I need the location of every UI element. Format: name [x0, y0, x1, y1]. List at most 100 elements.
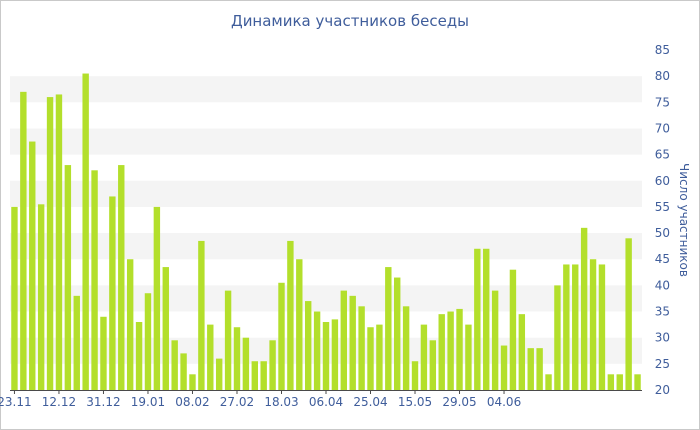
grid-band — [10, 76, 642, 103]
bar — [527, 348, 534, 390]
y-tick-label: 45 — [655, 252, 670, 266]
bar — [554, 285, 561, 390]
bar — [135, 322, 143, 390]
bar — [625, 238, 632, 390]
bar — [207, 324, 214, 390]
y-tick-label: 85 — [655, 43, 670, 57]
bar — [358, 306, 365, 390]
bar — [536, 348, 543, 390]
bar — [634, 374, 641, 390]
bar — [589, 259, 597, 390]
bar — [37, 204, 45, 390]
bar — [171, 340, 178, 390]
x-tick-label: 06.04 — [309, 395, 343, 409]
x-tick-label: 25.04 — [353, 395, 387, 409]
bar — [518, 314, 526, 390]
x-tick-label: 12.12 — [42, 395, 76, 409]
bar — [483, 248, 490, 390]
bar — [563, 264, 570, 390]
bar — [331, 319, 339, 390]
bar — [456, 308, 463, 390]
y-tick-label: 35 — [655, 305, 670, 319]
y-tick-label: 30 — [655, 331, 670, 345]
bar — [91, 170, 98, 390]
chart-title: Динамика участников беседы — [230, 12, 470, 30]
bar — [545, 374, 552, 390]
bar — [215, 358, 223, 390]
y-tick-label: 50 — [655, 226, 670, 240]
x-tick-label: 15.05 — [398, 395, 432, 409]
bar — [349, 295, 356, 390]
y-tick-label: 55 — [655, 200, 670, 214]
bar — [598, 264, 606, 390]
bar — [29, 141, 36, 390]
bar — [64, 165, 72, 390]
x-tick-label: 31.12 — [86, 395, 120, 409]
y-tick-label: 60 — [655, 174, 670, 188]
x-tick-label: 18.03 — [264, 395, 298, 409]
grid-band — [10, 128, 642, 155]
bar — [153, 206, 161, 390]
bar — [474, 248, 481, 390]
bar — [82, 73, 89, 391]
y-tick-label: 75 — [655, 95, 670, 109]
bar — [411, 361, 419, 390]
bar — [402, 306, 410, 390]
bar — [100, 316, 107, 390]
x-tick-label: 27.02 — [220, 395, 254, 409]
y-axis-ticks: 20 25 30 35 40 45 50 55 60 65 70 75 80 85 — [655, 43, 670, 397]
bar — [572, 264, 579, 390]
bar — [20, 91, 27, 390]
bar — [607, 374, 615, 390]
bar — [118, 165, 125, 390]
y-axis-label: Число участников — [677, 163, 691, 277]
bar — [500, 345, 508, 390]
y-tick-label: 65 — [655, 148, 670, 162]
bar — [251, 361, 258, 390]
bar — [189, 374, 196, 390]
bar — [438, 314, 445, 390]
bar — [385, 267, 392, 390]
grid-band — [10, 285, 642, 312]
bar — [376, 324, 383, 390]
bar — [322, 322, 330, 390]
bar — [126, 259, 134, 390]
x-tick-label: 29.05 — [442, 395, 476, 409]
bar — [304, 301, 312, 390]
y-tick-label: 40 — [655, 278, 670, 292]
y-tick-label: 20 — [655, 383, 670, 397]
bar — [198, 240, 205, 390]
bar — [509, 269, 517, 390]
x-tick-label: 19.01 — [131, 395, 165, 409]
bar — [144, 293, 152, 390]
bar — [278, 282, 285, 390]
grid-band — [10, 233, 642, 260]
bar — [367, 327, 374, 390]
bar — [11, 206, 18, 390]
bar — [616, 374, 623, 390]
bar — [447, 311, 454, 390]
y-tick-label: 80 — [655, 69, 670, 83]
bar — [260, 361, 267, 390]
bar — [162, 267, 169, 390]
x-tick-label: 23.11 — [0, 395, 32, 409]
bar — [287, 240, 294, 390]
bar — [465, 324, 472, 390]
x-tick-label: 04.06 — [487, 395, 521, 409]
x-tick-label: 08.02 — [175, 395, 209, 409]
bar — [491, 290, 499, 390]
bar — [580, 227, 588, 390]
y-tick-label: 70 — [655, 121, 670, 135]
bar — [313, 311, 321, 390]
bar — [233, 327, 241, 390]
bar — [55, 94, 63, 390]
bar — [420, 324, 428, 390]
bars — [11, 73, 641, 391]
bar — [296, 259, 303, 390]
bar — [242, 337, 250, 390]
x-axis-ticks: 23.11 12.12 31.12 19.01 08.02 27.02 18.03 06.04… — [0, 390, 521, 409]
y-tick-label: 25 — [655, 357, 670, 371]
bar — [429, 340, 437, 390]
grid-band — [10, 180, 642, 207]
bar — [224, 290, 232, 390]
